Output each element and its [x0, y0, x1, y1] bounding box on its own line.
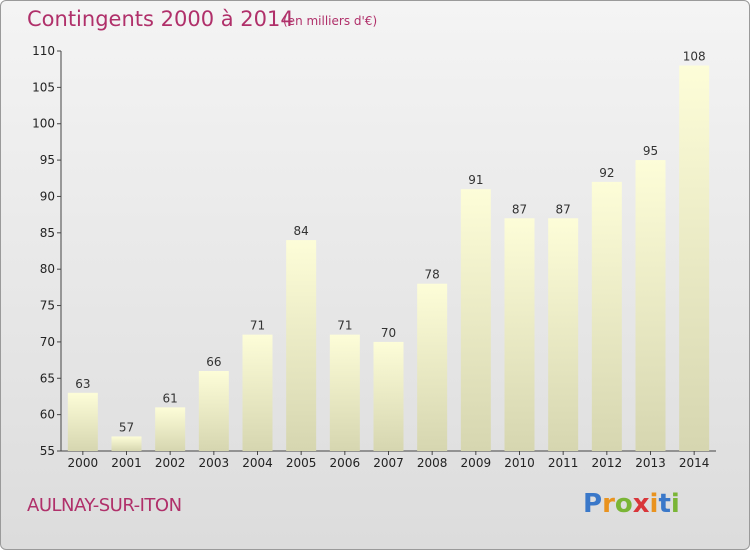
bar [198, 371, 229, 451]
x-tick-label: 2014 [679, 456, 710, 470]
bar [635, 160, 666, 451]
x-tick-label: 2009 [461, 456, 492, 470]
x-tick-label: 2012 [592, 456, 623, 470]
y-axis: 55 60 65 70 75 80 85 90 95 100 105 110 [32, 44, 62, 458]
x-axis: 2000 2001 2002 2003 2004 2005 2006 2007 2008 2009… [61, 450, 716, 470]
x-tick-label: 2007 [373, 456, 404, 470]
bar-value-label: 78 [425, 268, 440, 282]
y-tick-label: 95 [40, 153, 55, 167]
bar [591, 181, 622, 451]
bar [67, 392, 98, 451]
bar-value-label: 63 [75, 377, 90, 391]
bar [679, 65, 710, 451]
bar [286, 240, 317, 451]
y-tick-label: 85 [40, 226, 55, 240]
bar-value-label: 66 [206, 355, 221, 369]
bar [460, 189, 491, 451]
proxiti-logo: Proxiti [583, 489, 680, 519]
x-tick-label: 2005 [286, 456, 317, 470]
x-tick-label: 2011 [548, 456, 579, 470]
y-tick-label: 60 [40, 408, 55, 422]
y-tick-label: 100 [32, 117, 55, 131]
bar-value-label: 84 [294, 224, 309, 238]
bar-value-label: 91 [468, 173, 483, 187]
x-tick-label: 2000 [68, 456, 99, 470]
x-tick-label: 2004 [242, 456, 273, 470]
bar-value-label: 71 [250, 319, 265, 333]
bar-value-label: 57 [119, 420, 134, 434]
x-tick-label: 2006 [330, 456, 361, 470]
x-tick-label: 2003 [199, 456, 230, 470]
bar [242, 334, 273, 451]
x-tick-label: 2002 [155, 456, 186, 470]
bar-value-label: 87 [512, 202, 527, 216]
bar-value-label: 92 [599, 166, 614, 180]
y-tick-label: 75 [40, 299, 55, 313]
y-tick-label: 80 [40, 262, 55, 276]
chart-title: Contingents 2000 à 2014 [27, 7, 294, 31]
x-tick-label: 2001 [111, 456, 142, 470]
bar-value-label: 95 [643, 144, 658, 158]
bar [504, 218, 535, 451]
bar-value-label: 108 [683, 50, 706, 64]
bar-value-label: 61 [163, 391, 178, 405]
bar-value-label: 87 [556, 202, 571, 216]
bar [548, 218, 579, 451]
bar-value-label: 71 [337, 319, 352, 333]
bar [373, 341, 404, 451]
place-name: AULNAY-SUR-ITON [27, 495, 182, 516]
bars-group [67, 65, 710, 451]
y-tick-label: 70 [40, 335, 55, 349]
y-tick-label: 55 [40, 444, 55, 458]
bar [155, 407, 186, 451]
chart-subtitle: (en milliers d'€) [283, 14, 378, 28]
y-tick-label: 90 [40, 189, 55, 203]
x-tick-label: 2013 [635, 456, 666, 470]
y-tick-label: 110 [32, 44, 55, 58]
bar-value-label: 70 [381, 326, 396, 340]
x-tick-label: 2010 [504, 456, 535, 470]
y-tick-label: 105 [32, 80, 55, 94]
bar [111, 436, 142, 451]
x-tick-label: 2008 [417, 456, 448, 470]
bar [417, 283, 448, 451]
y-tick-label: 65 [40, 371, 55, 385]
bar [329, 334, 360, 451]
value-labels: 63 57 61 66 71 84 71 70 78 91 87 87 92 95 108 [75, 50, 705, 435]
